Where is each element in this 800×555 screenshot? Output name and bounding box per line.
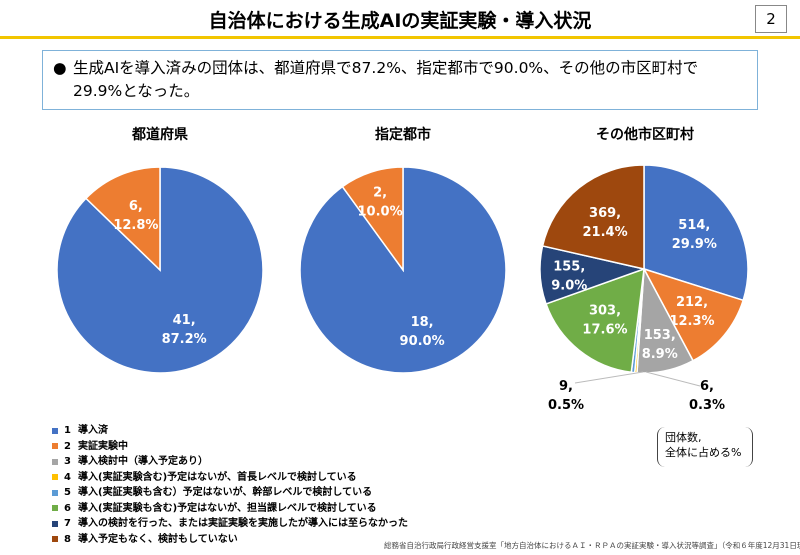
legend-item: 2 実証実験中 — [52, 439, 408, 455]
legend-item: 1 導入済 — [52, 423, 408, 439]
source-citation: 総務省自治行政局行政経営支援室「地方自治体におけるＡＩ・ＲＰＡの実証実験・導入状… — [384, 541, 800, 550]
pie-title-designated-cities: 指定都市 — [375, 127, 431, 143]
legend-number: 1 — [64, 425, 71, 436]
pie-slice-2-0 — [643, 164, 749, 302]
leader-line — [645, 371, 701, 387]
note-line-1: 団体数, — [665, 431, 702, 444]
bullet-icon: ● — [53, 59, 67, 77]
legend-number: 4 — [64, 471, 71, 483]
legend-label: 導入(実証実験も含む)予定はないが、担当課レベルで検討している — [78, 502, 377, 514]
pie-label-0-1: 6, 12.8% — [113, 199, 158, 233]
legend-number: 7 — [64, 518, 71, 529]
legend-swatch — [52, 505, 58, 512]
pie-title-prefectures: 都道府県 — [132, 127, 188, 143]
legend-number: 2 — [64, 440, 71, 452]
note-line-2: 全体に占める% — [665, 446, 742, 459]
legend-label: 導入済 — [78, 425, 108, 436]
legend-swatch — [52, 443, 58, 450]
legend-number: 6 — [64, 502, 71, 514]
legend-number: 5 — [64, 487, 71, 498]
pie-label-2-2: 153, 8.9% — [642, 328, 678, 362]
legend-number: 3 — [64, 456, 71, 467]
legend-swatch — [52, 489, 58, 496]
legend-label: 導入予定もなく、検討もしていない — [78, 533, 238, 545]
legend-label: 導入の検討を行った、または実証実験を実施したが導入には至らなかった — [78, 518, 408, 529]
legend-swatch — [52, 474, 58, 481]
legend-label: 導入検討中（導入予定あり） — [78, 456, 208, 467]
pie-slice-2-7 — [541, 164, 645, 270]
legend-swatch — [52, 536, 58, 543]
pie-label-2-0: 514, 29.9% — [672, 218, 717, 252]
legend-item: 7 導入の検討を行った、または実証実験を実施したが導入には至らなかった — [52, 516, 408, 532]
legend-swatch — [52, 458, 58, 465]
legend: 1 導入済 2 実証実験中 3 導入検討中（導入予定あり） 4 導入(実証実験含む)予定はない… — [52, 423, 408, 547]
legend-label: 導入(実証実験も含む）予定はないが、幹部レベルで検討している — [78, 487, 373, 498]
pie-label-2-5: 303, 17.6% — [582, 304, 627, 338]
legend-swatch — [52, 520, 58, 527]
pie-slice-0-1 — [84, 166, 161, 272]
legend-item: 3 導入検討中（導入予定あり） — [52, 454, 408, 470]
pie-label-2-7: 369, 21.4% — [583, 206, 628, 240]
summary-box: ● 生成AIを導入済みの団体は、都道府県で87.2%、指定都市で90.0%、その… — [42, 50, 758, 110]
legend-item: 5 導入(実証実験も含む）予定はないが、幹部レベルで検討している — [52, 485, 408, 501]
legend-label: 実証実験中 — [78, 440, 128, 452]
page-number: 2 — [755, 5, 787, 33]
pie-label-1-1: 2, 10.0% — [358, 185, 403, 219]
legend-item: 8 導入予定もなく、検討もしていない — [52, 532, 408, 548]
summary-text: 生成AIを導入済みの団体は、都道府県で87.2%、指定都市で90.0%、その他の… — [73, 59, 699, 100]
pie-title-other-municipalities: その他市区町村 — [596, 127, 694, 143]
leader-line — [574, 371, 644, 384]
legend-label: 導入(実証実験含む)予定はないが、首長レベルで検討している — [78, 471, 357, 483]
pie-label-2-3: 6, 0.3% — [689, 379, 725, 413]
label-note: 団体数, 全体に占める% — [657, 427, 753, 467]
pie-slice-2-5 — [545, 267, 645, 374]
pie-label-2-4: 9, 0.5% — [548, 379, 584, 413]
pie-slice-1-1 — [341, 166, 404, 273]
pie-label-2-1: 212, 12.3% — [669, 295, 714, 329]
legend-number: 8 — [64, 533, 71, 545]
legend-item: 6 導入(実証実験も含む)予定はないが、担当課レベルで検討している — [52, 501, 408, 517]
pie-label-1-0: 18, 90.0% — [400, 315, 445, 349]
pie-slice-2-1 — [642, 267, 745, 362]
page-title: 自治体における生成AIの実証実験・導入状況 — [208, 10, 592, 32]
pie-label-0-0: 41, 87.2% — [162, 313, 207, 347]
title-underline — [0, 36, 800, 39]
legend-item: 4 導入(実証実験含む)予定はないが、首長レベルで検討している — [52, 470, 408, 486]
legend-swatch — [52, 427, 58, 434]
pie-label-2-6: 155, 9.0% — [551, 259, 587, 293]
